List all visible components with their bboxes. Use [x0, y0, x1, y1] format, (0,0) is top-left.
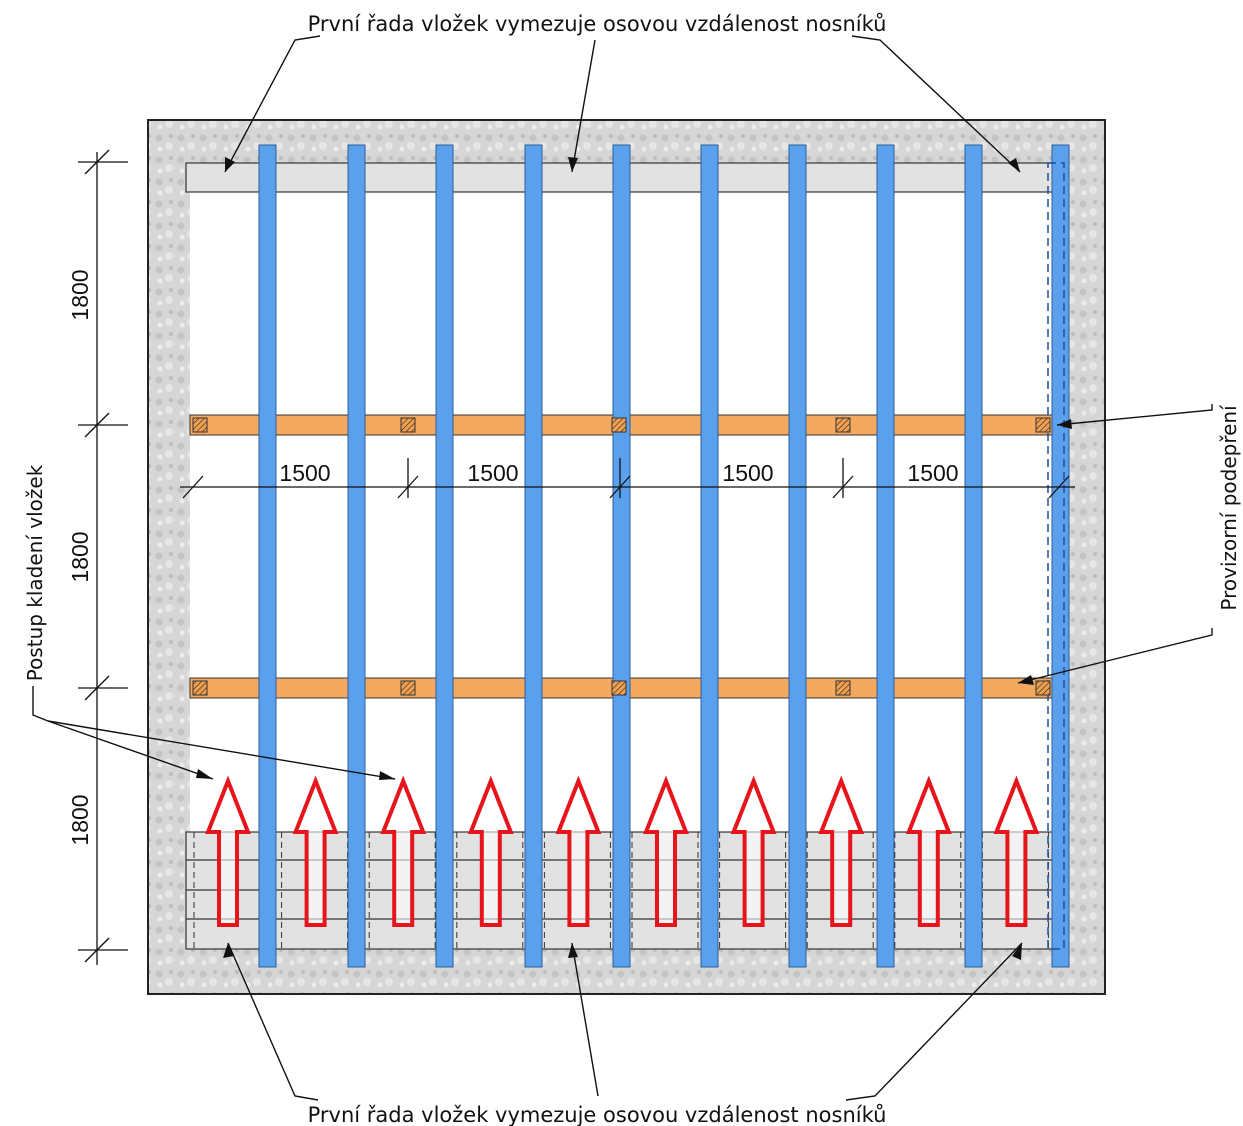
support-post	[835, 417, 851, 433]
top-insert	[621, 162, 710, 193]
dim-horizontal-1: 1500	[279, 460, 330, 486]
beam	[964, 144, 983, 968]
support-post	[400, 680, 416, 696]
laying-direction-arrow	[467, 775, 514, 927]
horizontal-dimension	[180, 458, 1075, 499]
support-post	[192, 417, 208, 433]
dim-horizontal-2: 1500	[467, 460, 518, 486]
beam	[347, 144, 366, 968]
support-post	[611, 417, 627, 433]
dim-vertical-2: 1800	[67, 531, 93, 582]
support-post	[611, 680, 627, 696]
beams	[258, 144, 1070, 968]
support-posts	[192, 417, 1051, 696]
top-insert	[444, 162, 534, 193]
beam-outline	[1047, 162, 1065, 950]
laying-direction-arrow	[730, 775, 777, 927]
dim-horizontal-4: 1500	[907, 460, 958, 486]
top-insert	[533, 162, 622, 193]
top-insert	[185, 162, 264, 193]
laying-direction-arrow	[380, 775, 427, 927]
beam	[1051, 144, 1070, 968]
beam	[612, 144, 631, 968]
laying-direction-arrow	[818, 775, 865, 927]
beam	[788, 144, 807, 968]
beam	[700, 144, 719, 968]
top-insert	[356, 162, 445, 193]
laying-direction-arrow	[993, 775, 1040, 927]
support-post	[835, 680, 851, 696]
support-post	[400, 417, 416, 433]
support-post	[1035, 680, 1051, 696]
laying-direction-arrows	[205, 775, 1040, 927]
laying-direction-arrow	[555, 775, 602, 927]
support-post	[192, 680, 208, 696]
top-insert-row	[185, 162, 1061, 193]
top-insert	[267, 162, 357, 193]
beam	[876, 144, 895, 968]
dim-vertical-3: 1800	[67, 794, 93, 845]
leader-arrowheads	[196, 157, 1072, 960]
beam	[435, 144, 454, 968]
laying-direction-arrow	[905, 775, 952, 927]
top-insert	[709, 162, 798, 193]
vertical-dimension	[78, 149, 128, 965]
laying-direction-arrow	[205, 775, 251, 927]
leader-lines	[32, 35, 1213, 1101]
dim-vertical-1: 1800	[67, 269, 93, 320]
support-post	[1035, 417, 1051, 433]
right-note: Provizorní podepření	[1217, 404, 1241, 611]
left-note: Postup kladení vložek	[23, 464, 47, 681]
beam	[524, 144, 543, 968]
top-insert	[797, 162, 886, 193]
dim-horizontal-3: 1500	[722, 460, 773, 486]
beam	[258, 144, 277, 968]
bottom-note: První řada vložek vymezuje osovou vzdále…	[308, 1103, 887, 1126]
top-note: První řada vložek vymezuje osovou vzdále…	[308, 12, 887, 36]
laying-direction-arrow	[292, 775, 339, 927]
top-insert	[885, 162, 974, 193]
laying-direction-arrow	[643, 775, 689, 927]
